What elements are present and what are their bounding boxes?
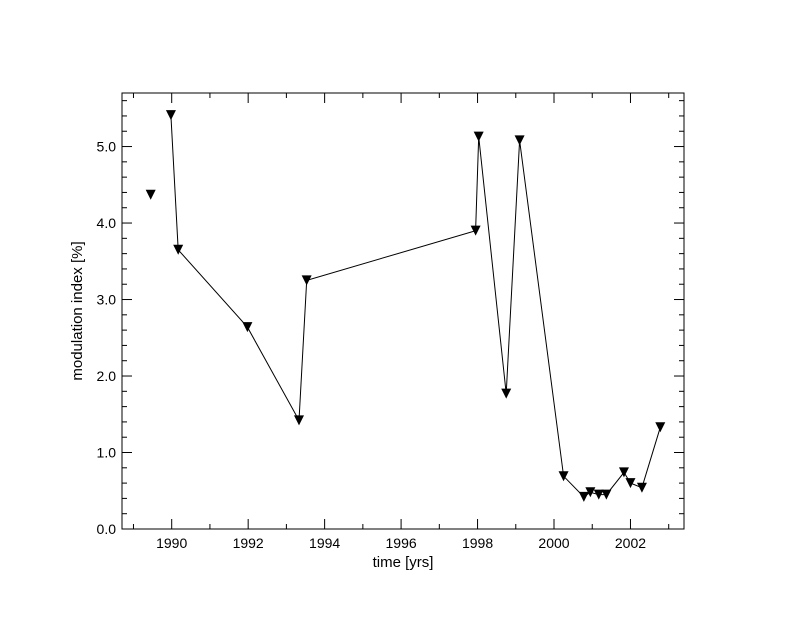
data-point-marker	[625, 478, 636, 489]
data-point-marker	[636, 482, 647, 493]
data-point-marker	[558, 471, 569, 482]
series-markers	[145, 110, 666, 502]
x-tick-label: 1996	[386, 535, 417, 551]
x-tick-label: 1994	[309, 535, 340, 551]
y-tick-label: 1.0	[97, 445, 117, 461]
data-point-marker	[470, 225, 481, 236]
data-point-marker	[585, 487, 596, 498]
series-line	[170, 115, 661, 498]
data-point-marker	[655, 422, 666, 433]
data-point-marker	[501, 388, 512, 399]
axis-ticks	[122, 93, 684, 530]
y-tick-label: 0.0	[97, 521, 117, 537]
data-point-marker	[301, 275, 312, 286]
y-axis-title: modulation index [%]	[69, 241, 86, 380]
y-tick-label: 3.0	[97, 292, 117, 308]
data-point-marker	[514, 135, 525, 146]
x-tick-label: 2000	[538, 535, 569, 551]
y-tick-label: 2.0	[97, 368, 117, 384]
x-tick-label: 2002	[615, 535, 646, 551]
data-point-marker	[473, 131, 484, 142]
y-tick-label: 4.0	[97, 215, 117, 231]
tick-labels: 1990 1992 1994 1996 1998 2000 2002 0.0 1.0 2.0 3.0…	[97, 139, 647, 551]
data-point-marker	[578, 491, 589, 502]
data-point-marker	[294, 415, 305, 426]
data-point-marker	[593, 489, 604, 500]
data-point-marker	[145, 189, 156, 200]
plot-frame	[121, 92, 685, 530]
data-point-marker	[173, 244, 184, 255]
x-axis-title: time [yrs]	[373, 554, 434, 571]
data-point-marker	[601, 489, 612, 500]
x-tick-label: 1998	[462, 535, 493, 551]
data-point-marker	[165, 110, 176, 121]
x-tick-label: 1990	[156, 535, 187, 551]
data-point-marker	[618, 467, 629, 478]
y-tick-label: 5.0	[97, 139, 117, 155]
x-tick-label: 1992	[233, 535, 264, 551]
data-point-marker	[242, 322, 253, 333]
